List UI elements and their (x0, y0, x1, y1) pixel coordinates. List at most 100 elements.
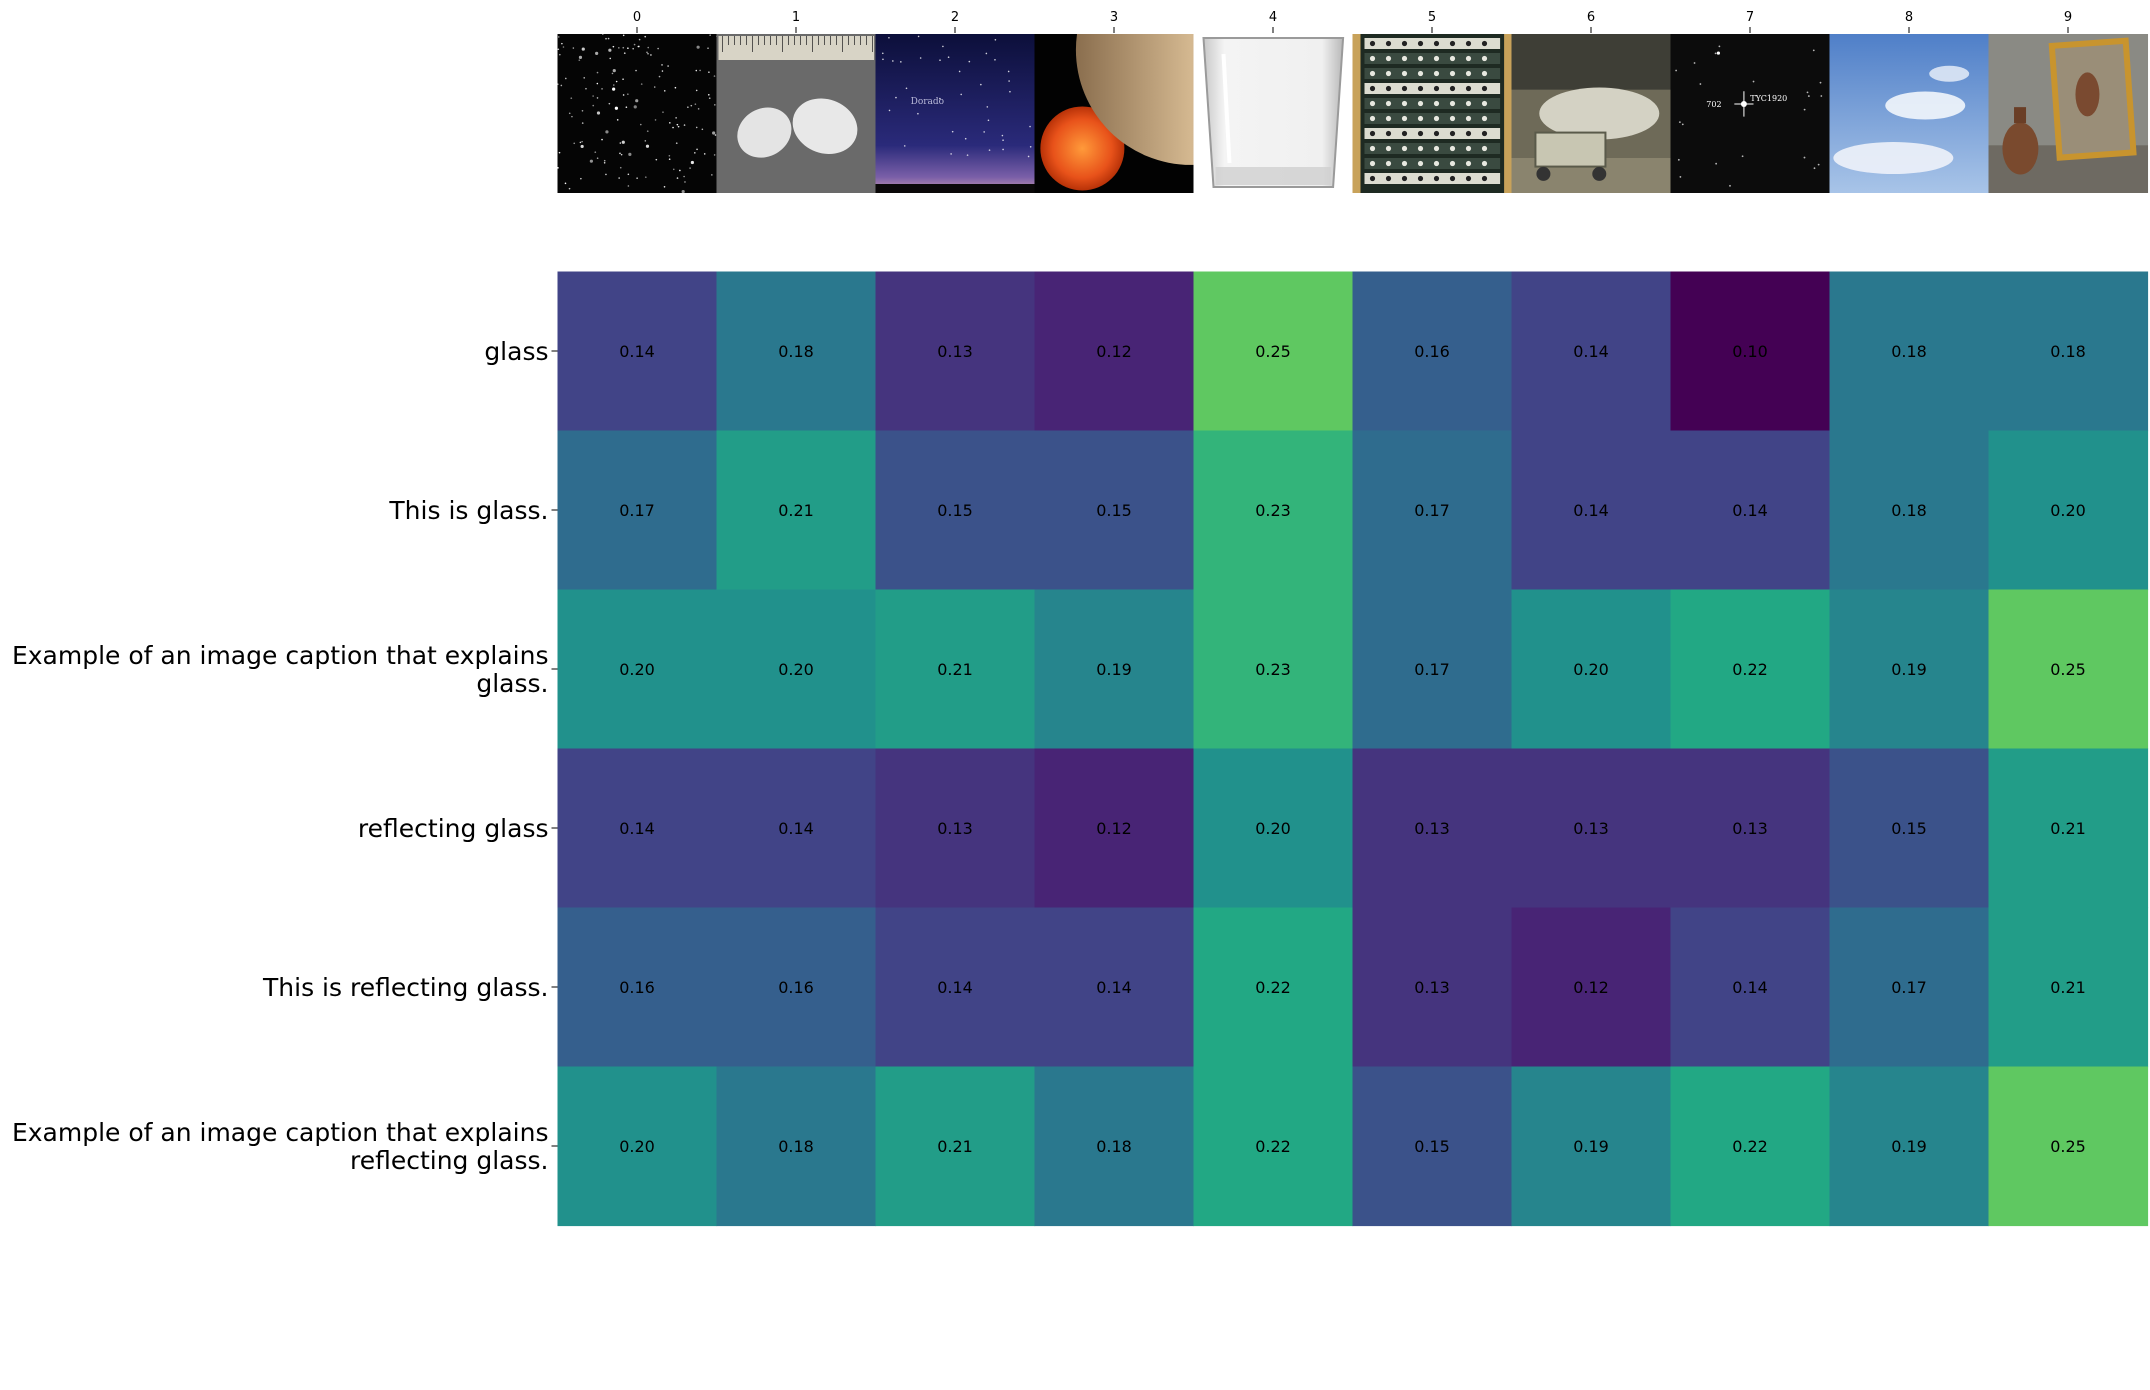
heatmap-cell (875, 430, 1036, 591)
cell-value-label: 0.17 (619, 501, 655, 520)
heatmap-cell (1670, 271, 1831, 432)
heatmap-cell (1193, 907, 1354, 1068)
heatmap-cell (1193, 430, 1354, 591)
x-tick-label: 9 (2064, 10, 2072, 25)
cell-value-label: 0.20 (1573, 660, 1609, 679)
cell-value-label: 0.16 (778, 978, 814, 997)
cell-value-label: 0.14 (1732, 978, 1768, 997)
cell-value-label: 0.14 (937, 978, 973, 997)
heatmap-cell (1829, 271, 1990, 432)
cell-value-label: 0.20 (1255, 819, 1291, 838)
cell-value-label: 0.18 (1891, 501, 1927, 520)
cell-value-label: 0.12 (1096, 342, 1132, 361)
cell-value-label: 0.14 (1732, 501, 1768, 520)
thumbnail-electronic-equipment-rack-image (1352, 34, 1513, 193)
heatmap-cell (1988, 271, 2149, 432)
cell-value-label: 0.19 (1573, 1137, 1609, 1156)
heatmap-cell (557, 271, 718, 432)
cell-value-label: 0.20 (619, 660, 655, 679)
heatmap-cell (1670, 589, 1831, 750)
cell-value-label: 0.13 (1414, 819, 1450, 838)
cell-value-label: 0.20 (778, 660, 814, 679)
cell-value-label: 0.21 (778, 501, 814, 520)
heatmap-cell (1352, 271, 1513, 432)
cell-value-label: 0.23 (1255, 660, 1291, 679)
cell-value-label: 0.12 (1573, 978, 1609, 997)
heatmap-cell (1034, 1066, 1195, 1227)
cell-value-label: 0.21 (937, 660, 973, 679)
heatmap-cell (716, 430, 877, 591)
heatmap-cell (557, 748, 718, 909)
x-tick-label: 6 (1587, 10, 1595, 25)
heatmap-cell (1511, 1066, 1672, 1227)
heatmap-cell (1829, 430, 1990, 591)
cell-value-label: 0.18 (778, 1137, 814, 1156)
cell-value-label: 0.18 (1891, 342, 1927, 361)
heatmap-cell (1193, 589, 1354, 750)
heatmap-cell (1193, 1066, 1354, 1227)
heatmap-cell (1988, 748, 2149, 909)
thumbnail-bomb-on-cart-image (1511, 34, 1672, 193)
heatmap-cell (1829, 907, 1990, 1068)
heatmap-cell (716, 907, 877, 1068)
heatmap-cell (1034, 430, 1195, 591)
heatmap-cell (1511, 748, 1672, 909)
heatmap-cell (1511, 271, 1672, 432)
cell-value-label: 0.14 (1096, 978, 1132, 997)
x-tick-label: 1 (792, 10, 800, 25)
heatmap-cell (875, 907, 1036, 1068)
heatmap-cell (1352, 430, 1513, 591)
cell-value-label: 0.18 (2050, 342, 2086, 361)
thumbnail-caption-text: Dorado (911, 97, 944, 107)
heatmap-cell (557, 1066, 718, 1227)
heatmap-cell (1352, 589, 1513, 750)
cell-value-label: 0.16 (1414, 342, 1450, 361)
thumbnail-night-sky-dorado-image: Dorado (875, 34, 1036, 193)
cell-value-label: 0.13 (1573, 819, 1609, 838)
cell-value-label: 0.22 (1732, 1137, 1768, 1156)
thumbnail-sun-and-planet-image (1034, 34, 1195, 193)
heatmap-cell (1352, 748, 1513, 909)
thumbnail-caption-text: 702 (1706, 100, 1721, 109)
heatmap-cell (1988, 589, 2149, 750)
cell-value-label: 0.19 (1891, 1137, 1927, 1156)
heatmap-cell (716, 271, 877, 432)
heatmap-cell (1829, 1066, 1990, 1227)
heatmap-cell (1670, 907, 1831, 1068)
thumbnail-star-field-image (557, 34, 718, 193)
thumbnail-star-chart-tyc-image: 702 TYC1920 (1670, 34, 1831, 193)
cell-value-label: 0.23 (1255, 501, 1291, 520)
x-tick-label: 2 (951, 10, 959, 25)
cell-value-label: 0.13 (937, 819, 973, 838)
heatmap-cell (716, 589, 877, 750)
heatmap-cell (875, 1066, 1036, 1227)
heatmap-cell (875, 748, 1036, 909)
heatmap-cell (875, 271, 1036, 432)
heatmap-cell (716, 1066, 877, 1227)
cell-value-label: 0.15 (937, 501, 973, 520)
heatmap-cell (1829, 589, 1990, 750)
heatmap-cell (1352, 907, 1513, 1068)
cell-value-label: 0.21 (937, 1137, 973, 1156)
cell-value-label: 0.14 (778, 819, 814, 838)
x-tick-label: 5 (1428, 10, 1436, 25)
heatmap-cell (1988, 907, 2149, 1068)
heatmap-cell (1511, 430, 1672, 591)
heatmap-cell (1034, 748, 1195, 909)
x-tick-label: 3 (1110, 10, 1118, 25)
cell-value-label: 0.21 (2050, 978, 2086, 997)
heatmap-cell (1034, 271, 1195, 432)
y-tick-label: reflecting glass (358, 814, 549, 843)
heatmap-cell (557, 907, 718, 1068)
cell-value-label: 0.25 (2050, 660, 2086, 679)
x-tick-label: 0 (633, 10, 641, 25)
cell-value-label: 0.17 (1891, 978, 1927, 997)
cell-value-label: 0.19 (1096, 660, 1132, 679)
y-tick-label: This is reflecting glass. (262, 973, 548, 1002)
heatmap-cell (1352, 1066, 1513, 1227)
thumbnail-caption-text: TYC1920 (1750, 94, 1787, 103)
x-tick-label: 4 (1269, 10, 1277, 25)
heatmap-cell (557, 589, 718, 750)
